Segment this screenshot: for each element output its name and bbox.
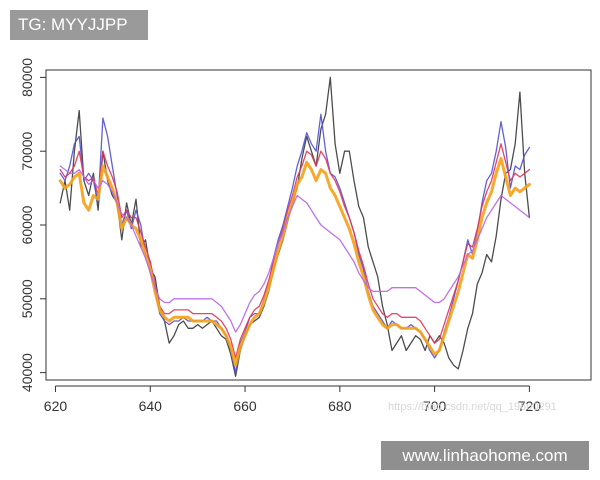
y-tick-label: 80000 bbox=[19, 58, 35, 97]
series-line-5 bbox=[59, 165, 531, 333]
site-url-badge[interactable]: www.linhaohome.com bbox=[381, 441, 589, 470]
x-tick-label: 640 bbox=[139, 398, 163, 414]
x-tick-label: 660 bbox=[233, 398, 257, 414]
plot-frame bbox=[45, 69, 592, 381]
x-tick-label: 620 bbox=[44, 398, 68, 414]
x-tick-label: 680 bbox=[328, 398, 352, 414]
series-line-2 bbox=[59, 113, 531, 374]
x-tick-label: 720 bbox=[518, 398, 542, 414]
y-tick-label: 40000 bbox=[19, 353, 35, 392]
y-tick-label: 70000 bbox=[19, 132, 35, 171]
series-line-3 bbox=[59, 143, 531, 359]
series-line-4 bbox=[58, 157, 531, 367]
x-tick-label: 700 bbox=[423, 398, 447, 414]
tag-badge: TG: MYYJJPP bbox=[10, 10, 148, 40]
y-tick-label: 60000 bbox=[19, 205, 35, 244]
watermark-text: https://blog.csdn.net/qq_19600291 bbox=[388, 401, 557, 413]
y-tick-label: 50000 bbox=[19, 279, 35, 318]
